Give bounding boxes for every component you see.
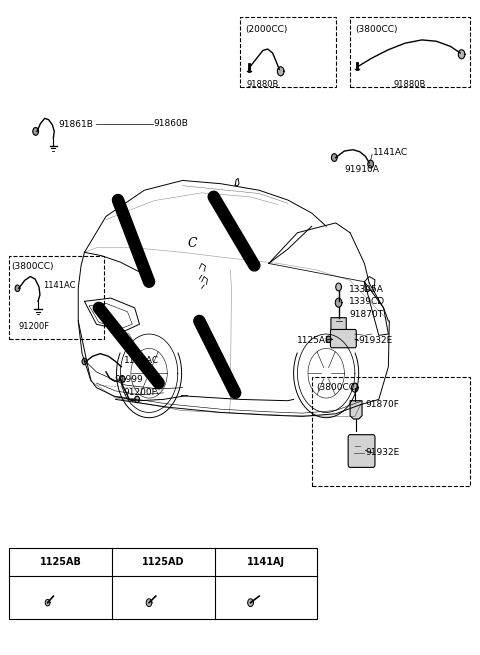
Polygon shape bbox=[120, 376, 125, 383]
Polygon shape bbox=[15, 285, 20, 291]
Text: 91880B: 91880B bbox=[247, 81, 279, 90]
Text: 91880B: 91880B bbox=[394, 81, 426, 90]
Polygon shape bbox=[350, 401, 362, 419]
Text: 91870T: 91870T bbox=[349, 310, 383, 319]
Text: (3800CC): (3800CC) bbox=[355, 25, 397, 34]
Text: 91932E: 91932E bbox=[365, 449, 400, 457]
Text: 1125AE: 1125AE bbox=[298, 336, 332, 345]
Text: 91932E: 91932E bbox=[359, 336, 393, 345]
Text: 91860B: 91860B bbox=[154, 119, 189, 128]
Polygon shape bbox=[368, 160, 373, 168]
Text: 1141AJ: 1141AJ bbox=[247, 557, 285, 567]
Text: 1141AC: 1141AC bbox=[43, 280, 75, 290]
Text: 1125AD: 1125AD bbox=[142, 557, 185, 567]
Text: 13395A: 13395A bbox=[349, 285, 384, 294]
Polygon shape bbox=[332, 154, 337, 162]
Text: 91200F: 91200F bbox=[19, 322, 50, 331]
Polygon shape bbox=[45, 599, 50, 606]
Text: 91861B: 91861B bbox=[58, 121, 93, 130]
Polygon shape bbox=[351, 383, 358, 392]
Polygon shape bbox=[82, 358, 87, 365]
FancyBboxPatch shape bbox=[330, 329, 356, 348]
Polygon shape bbox=[458, 50, 465, 59]
Text: (2000CC): (2000CC) bbox=[245, 25, 287, 34]
Polygon shape bbox=[326, 336, 331, 343]
Text: C: C bbox=[187, 237, 197, 250]
Polygon shape bbox=[277, 67, 284, 76]
Polygon shape bbox=[336, 283, 341, 291]
Polygon shape bbox=[336, 298, 342, 307]
Polygon shape bbox=[33, 128, 38, 136]
Text: 91870F: 91870F bbox=[365, 400, 399, 409]
Polygon shape bbox=[146, 599, 152, 607]
Polygon shape bbox=[135, 396, 140, 403]
Text: 1125AB: 1125AB bbox=[39, 557, 82, 567]
Polygon shape bbox=[248, 599, 253, 607]
Text: 91200F: 91200F bbox=[124, 388, 157, 397]
Text: 1141AC: 1141AC bbox=[373, 148, 408, 157]
Text: 91999: 91999 bbox=[114, 375, 143, 384]
FancyBboxPatch shape bbox=[348, 435, 375, 468]
Text: (3800CC): (3800CC) bbox=[12, 262, 54, 271]
Text: (3800CC): (3800CC) bbox=[317, 383, 359, 392]
Text: 1339CD: 1339CD bbox=[349, 297, 385, 306]
Text: 91910A: 91910A bbox=[344, 166, 379, 174]
Text: 1141AC: 1141AC bbox=[124, 356, 159, 365]
Polygon shape bbox=[331, 318, 346, 335]
